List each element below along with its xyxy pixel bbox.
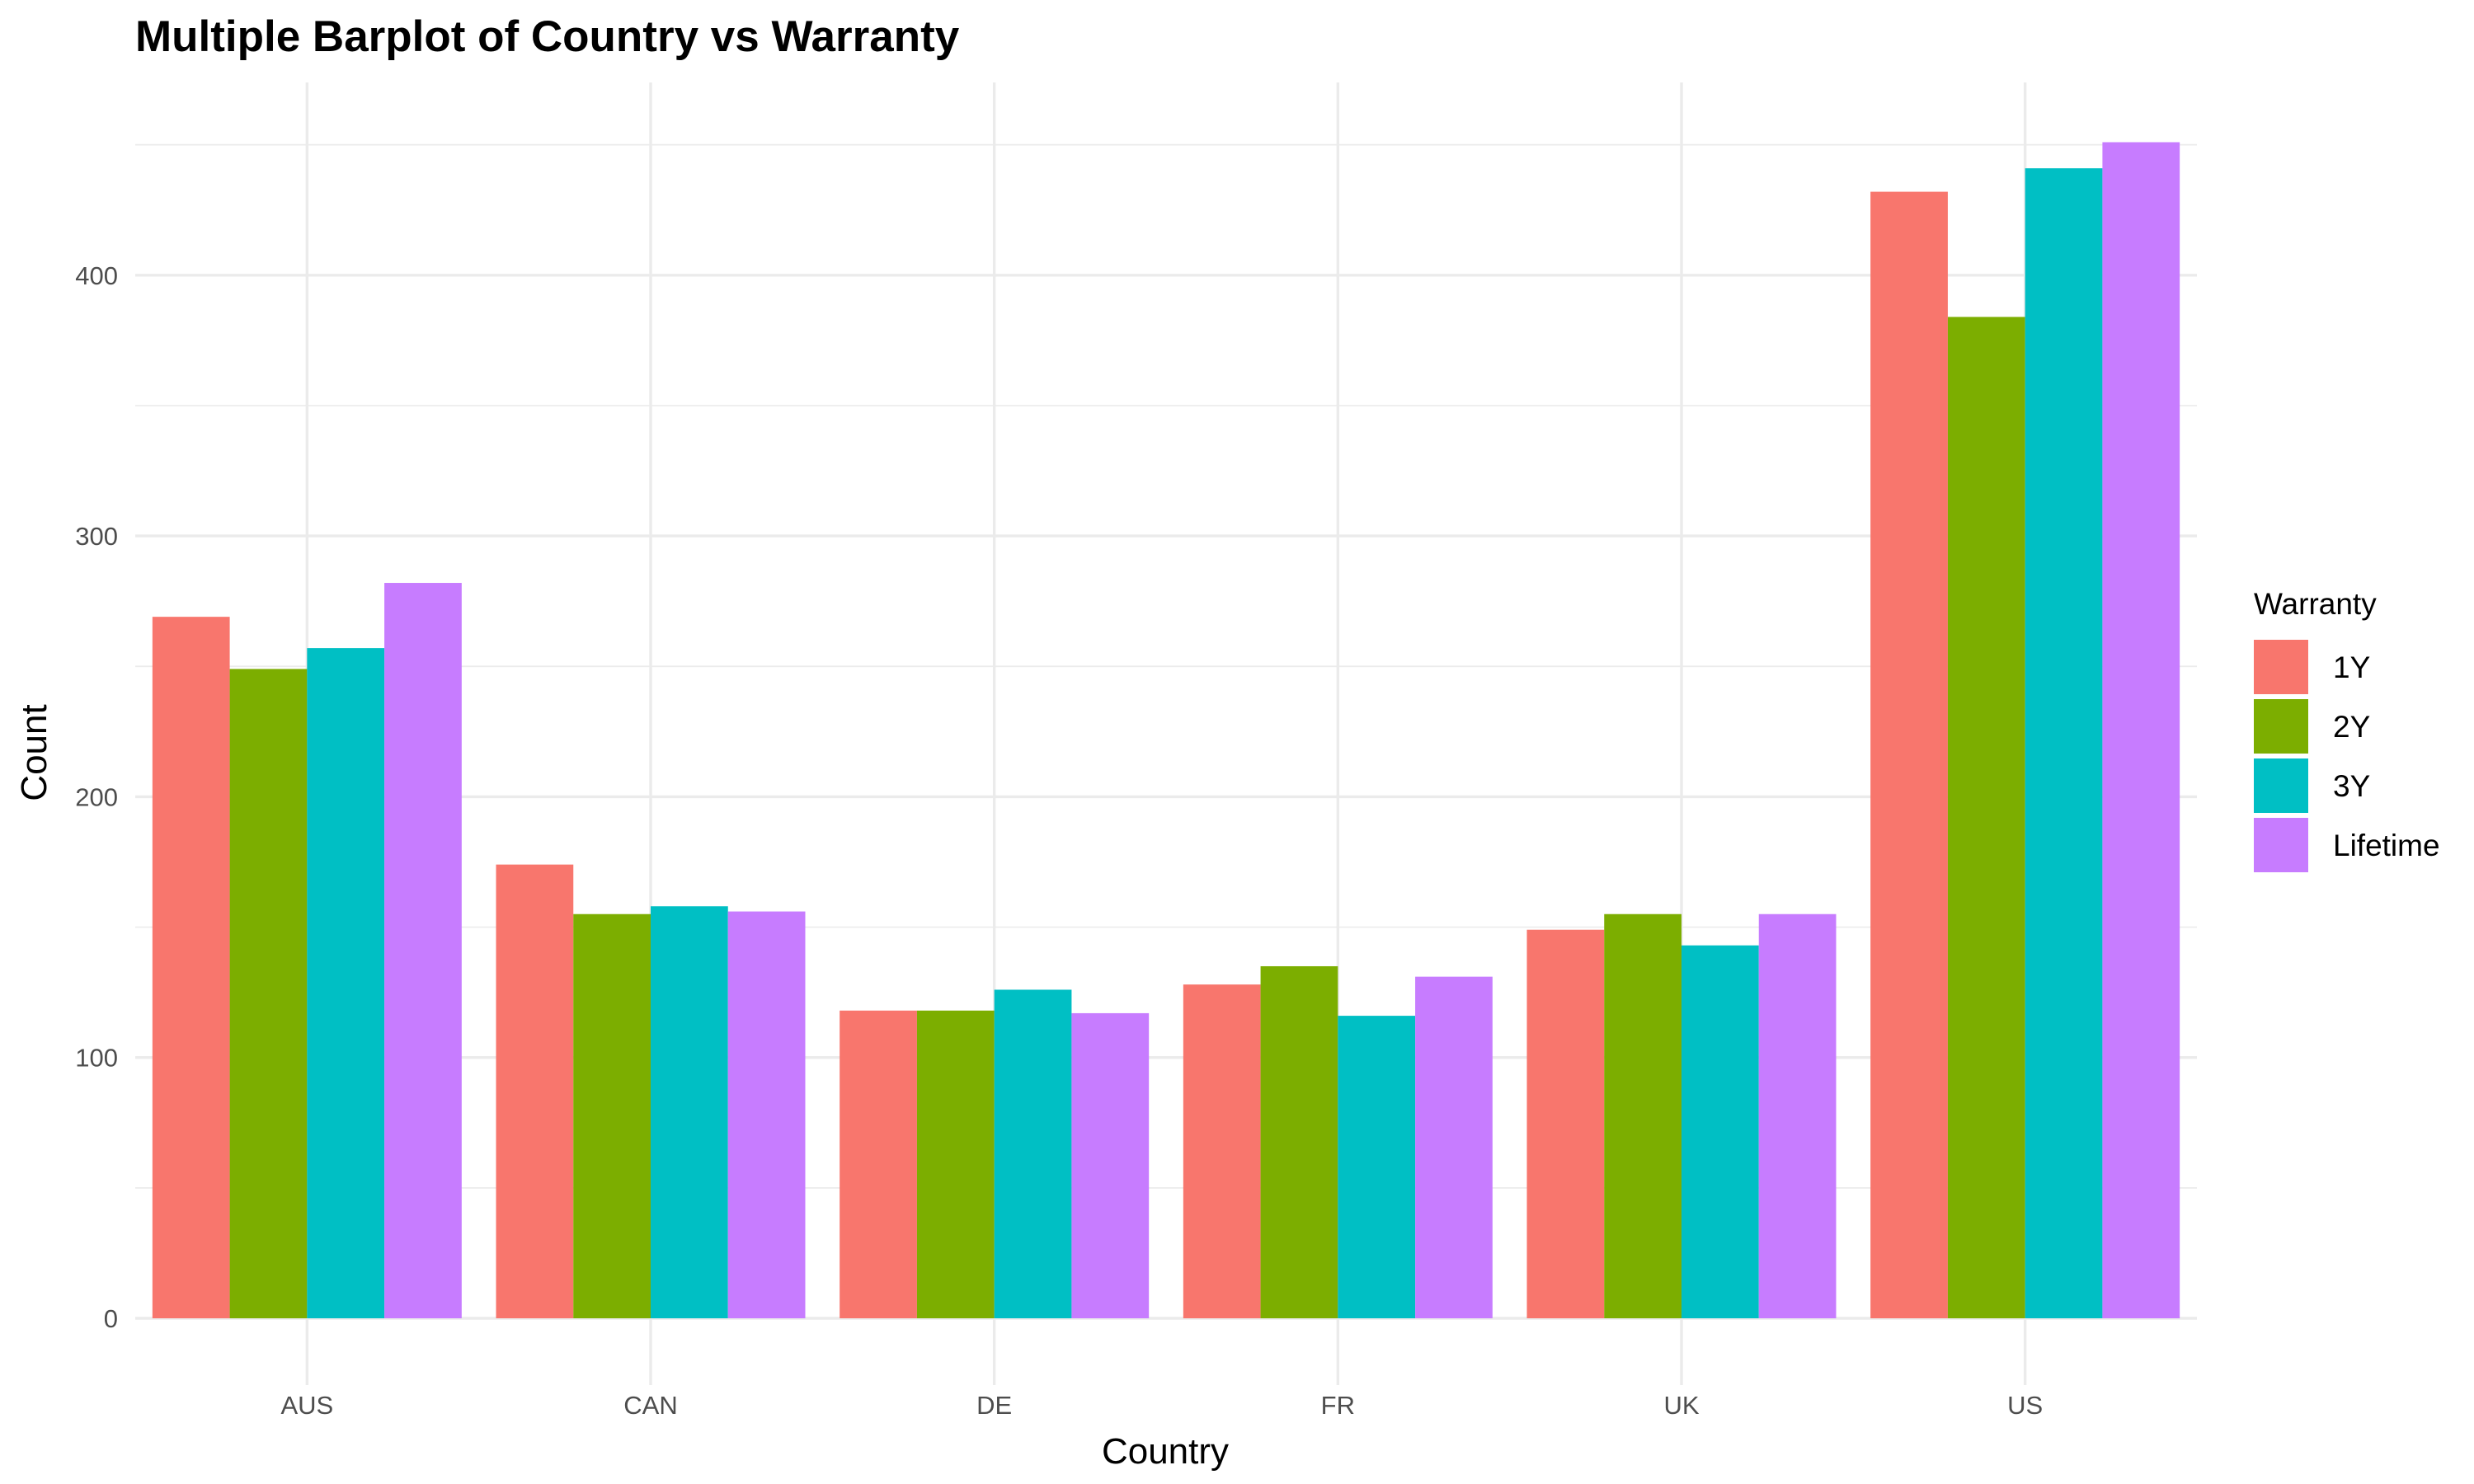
legend-key-1y [2254,640,2308,694]
bar-aus-1y [152,617,230,1318]
bars [152,142,2180,1319]
legend-label: 2Y [2333,710,2370,744]
x-tick-label: AUS [280,1391,333,1420]
bar-de-1y [840,1010,917,1318]
bar-can-lifetime [727,911,806,1318]
bar-fr-lifetime [1415,976,1493,1318]
x-tick-label: US [2007,1391,2043,1420]
legend-title: Warranty [2254,587,2377,621]
legend: Warranty 1Y 2Y 3Y Lifetime [2254,587,2440,872]
bar-aus-lifetime [384,583,462,1318]
legend-key-lifetime [2254,818,2308,872]
bar-can-2y [573,913,651,1318]
y-axis-title: Count [14,704,54,801]
bar-can-3y [651,906,728,1318]
bar-uk-1y [1526,929,1605,1318]
x-axis-title: Country [1102,1431,1229,1472]
bar-us-2y [1947,317,2025,1318]
bar-us-1y [1870,191,1948,1319]
x-axis-ticks: AUS CAN DE FR UK US [280,1391,2043,1420]
legend-key-3y [2254,758,2308,813]
bar-us-3y [2025,168,2103,1318]
bar-aus-2y [229,669,308,1318]
y-axis-ticks: 0 100 200 300 400 [75,261,118,1333]
y-tick-label: 100 [75,1044,118,1073]
bar-us-lifetime [2102,142,2180,1319]
legend-label: 1Y [2333,650,2370,684]
bar-fr-2y [1260,965,1338,1318]
bar-de-3y [994,989,1072,1318]
x-tick-label: FR [1321,1391,1355,1420]
y-tick-label: 200 [75,782,118,811]
x-tick-label: CAN [623,1391,677,1420]
bar-can-1y [496,864,574,1318]
bar-de-lifetime [1071,1012,1150,1318]
x-tick-label: DE [976,1391,1012,1420]
y-tick-label: 400 [75,261,118,290]
bar-fr-3y [1338,1016,1416,1318]
bar-uk-2y [1604,913,1681,1318]
bar-aus-3y [307,648,385,1318]
bar-uk-3y [1681,945,1759,1318]
legend-label: Lifetime [2333,829,2440,862]
legend-key-2y [2254,699,2308,754]
y-tick-label: 300 [75,522,118,551]
bar-uk-lifetime [1758,913,1837,1318]
legend-label: 3Y [2333,769,2370,803]
chart-title: Multiple Barplot of Country vs Warranty [135,12,960,61]
bar-de-2y [916,1010,995,1318]
x-tick-label: UK [1663,1391,1699,1420]
y-tick-label: 0 [104,1304,118,1333]
bar-fr-1y [1183,984,1261,1318]
